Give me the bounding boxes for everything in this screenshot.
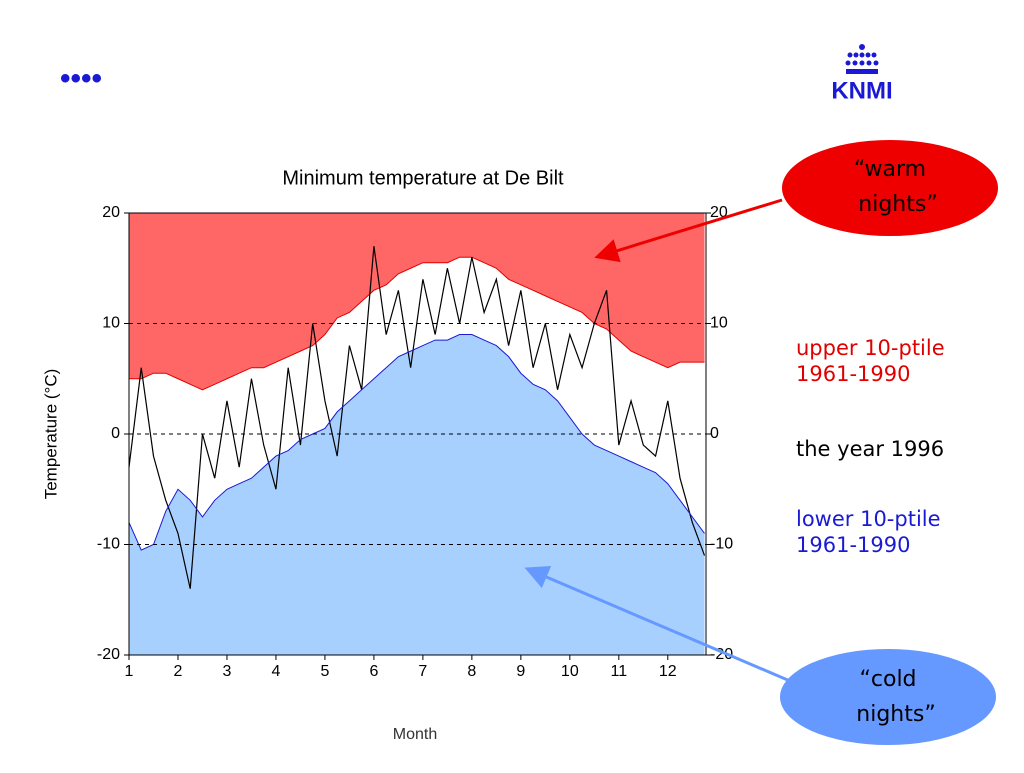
x-tick-label: 9 — [516, 663, 525, 680]
legend-entry: the year 1996 — [796, 437, 945, 461]
annotation-bubble — [780, 649, 996, 745]
x-tick-label: 11 — [611, 663, 628, 680]
x-axis-label: Month — [393, 726, 437, 743]
annotation-arrow — [524, 566, 791, 683]
chart-title: Minimum temperature at De Bilt — [282, 167, 564, 189]
area-fill — [129, 334, 705, 655]
x-tick-label: 10 — [561, 663, 579, 680]
y-tick-label: 10 — [102, 315, 120, 332]
series-line — [128, 334, 705, 551]
legend-entry: lower 10-ptile 1961-1990 — [796, 507, 941, 557]
legend-entry: upper 10-ptile 1961-1990 — [796, 336, 945, 386]
x-tick-label: 6 — [369, 663, 378, 680]
series-line — [128, 246, 706, 589]
y2-tick-label: 0 — [710, 425, 719, 442]
x-tick-label: 3 — [223, 663, 232, 680]
area-fill — [129, 213, 705, 390]
y-tick-label: 0 — [111, 425, 120, 442]
x-tick-label: 1 — [125, 663, 134, 680]
annotation-text: “cold nights” — [856, 667, 935, 727]
annotation-bubble — [782, 140, 998, 236]
x-tick-label: 8 — [467, 663, 476, 680]
annotation-arrow — [594, 198, 783, 263]
bullet: •••• — [60, 62, 102, 95]
x-tick-label: 5 — [320, 663, 329, 680]
logo-crown — [845, 44, 879, 74]
x-tick-label: 2 — [174, 663, 183, 680]
x-tick-label: 4 — [271, 663, 280, 680]
y-tick-label: -10 — [97, 536, 120, 553]
x-tick-label: 7 — [418, 663, 427, 680]
y2-tick-label: -10 — [710, 536, 733, 553]
y-tick-label: -20 — [97, 646, 120, 663]
x-tick-label: 12 — [659, 663, 677, 680]
annotation-text: “warm nights” — [854, 157, 938, 217]
y-axis-label: Temperature (°C) — [41, 369, 60, 500]
y2-tick-label: 10 — [710, 315, 728, 332]
plot-frame — [128, 212, 707, 656]
y-tick-label: 20 — [102, 204, 120, 221]
series-line — [129, 256, 705, 391]
logo-text: KNMI — [831, 77, 892, 104]
